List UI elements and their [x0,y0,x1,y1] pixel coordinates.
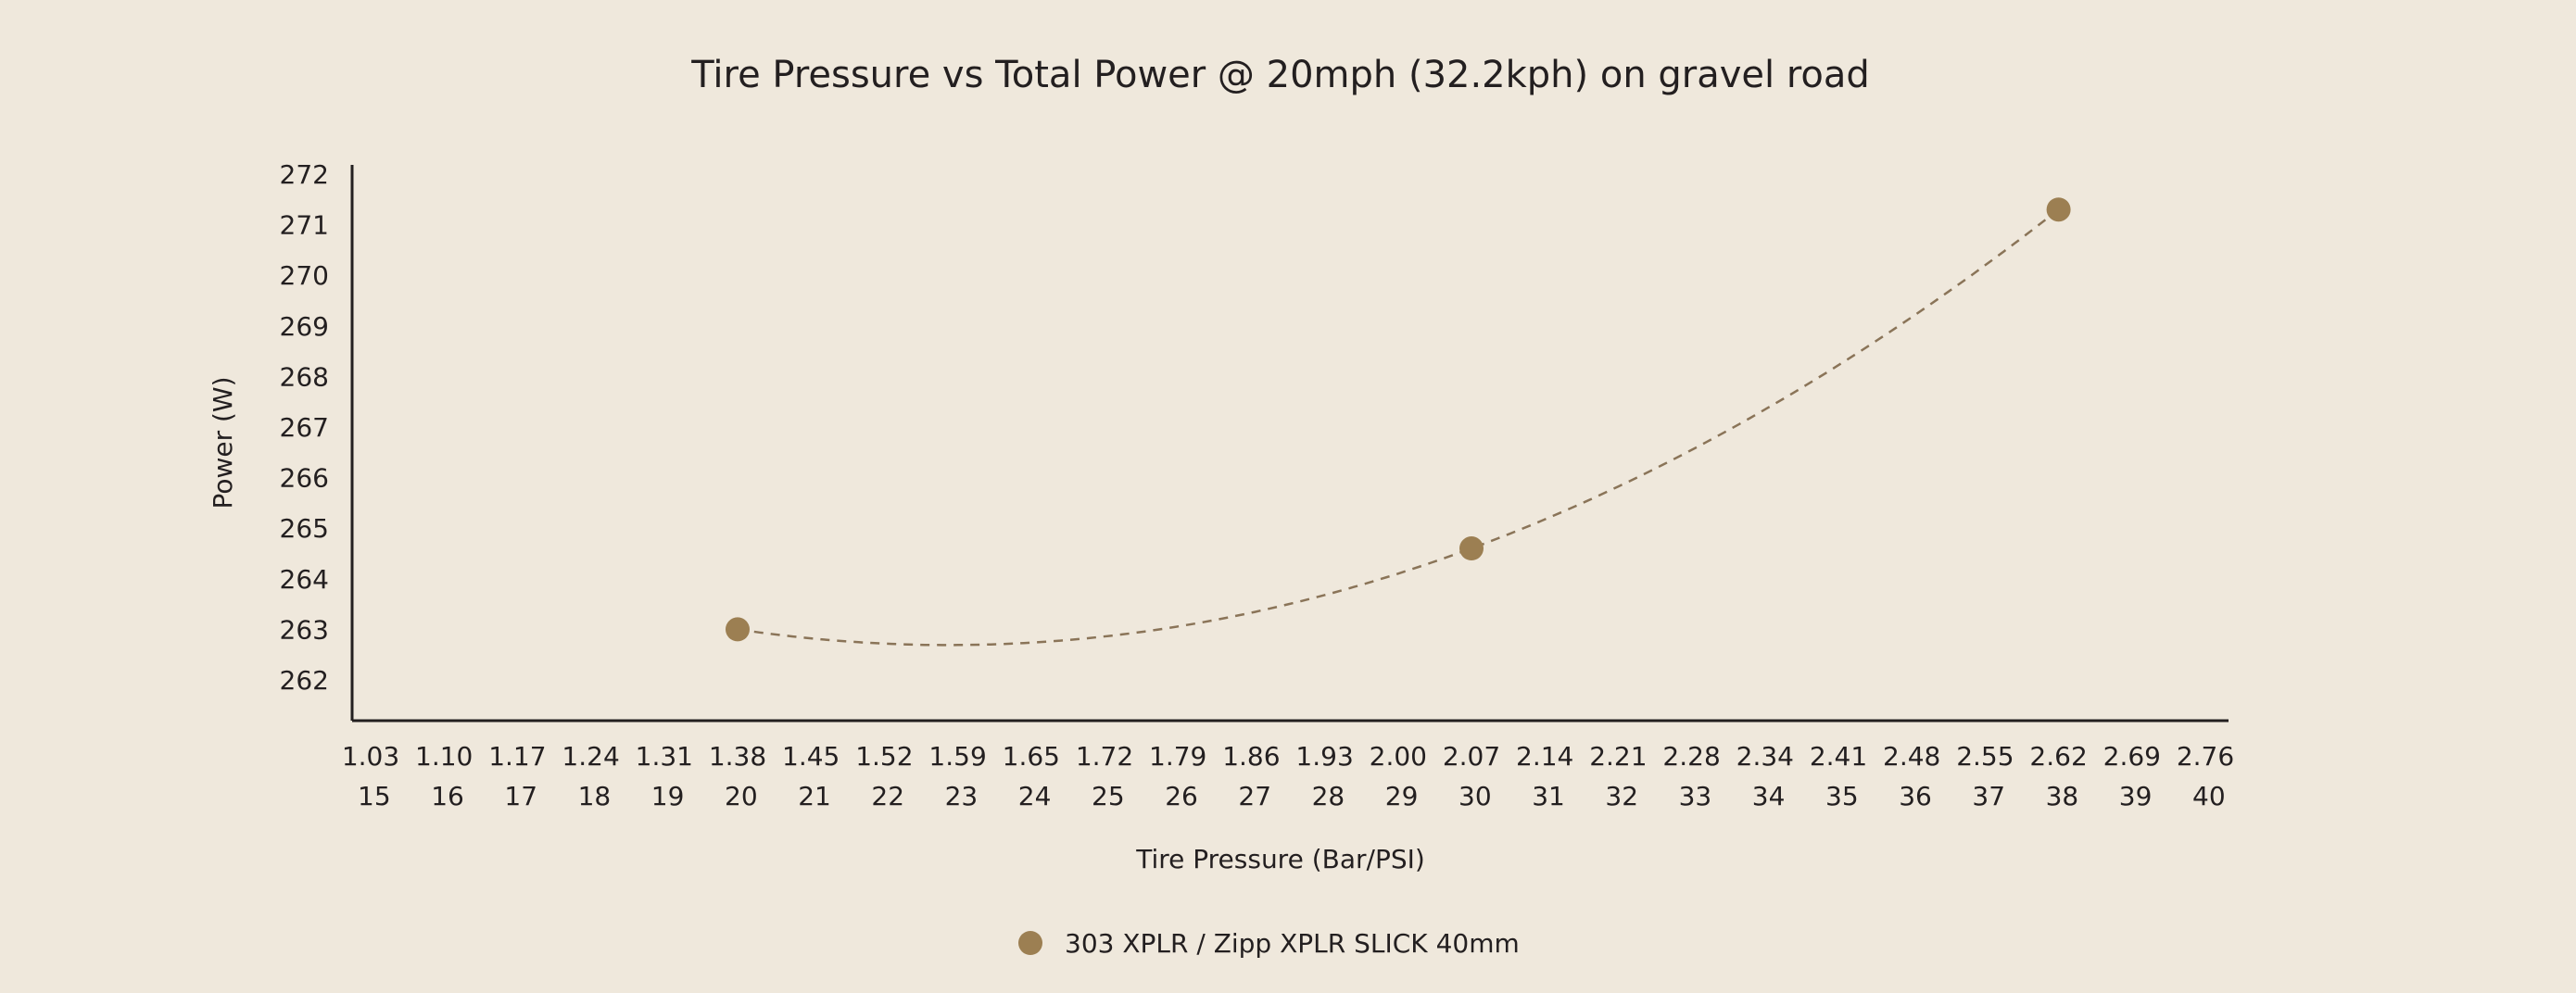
x-tick-label-psi: 35 [1825,781,1859,811]
x-tick-label-bar: 2.00 [1370,741,1427,772]
x-tick-label-psi: 36 [1899,781,1932,811]
x-tick-label-psi: 19 [651,781,685,811]
x-tick-label-bar: 2.28 [1662,741,1720,772]
x-tick-label-bar: 1.10 [415,741,473,772]
x-tick-label-psi: 23 [945,781,979,811]
x-tick-label-psi: 15 [358,781,391,811]
x-tick-label-psi: 30 [1458,781,1492,811]
x-tick-label-psi: 28 [1312,781,1345,811]
x-tick-label-psi: 32 [1605,781,1638,811]
x-tick-label-bar: 2.76 [2177,741,2234,772]
y-tick-label: 267 [280,412,329,443]
x-axis-title: Tire Pressure (Bar/PSI) [1135,844,1425,874]
y-tick-label: 271 [280,210,329,241]
x-tick-label-bar: 2.69 [2103,741,2161,772]
x-tick-label-bar: 2.48 [1883,741,1940,772]
x-tick-label-psi: 21 [798,781,831,811]
x-tick-label-bar: 1.45 [782,741,840,772]
x-tick-label-bar: 1.38 [709,741,766,772]
x-tick-label-psi: 17 [504,781,537,811]
x-tick-label-bar: 1.72 [1076,741,1133,772]
data-points [726,197,2071,642]
y-tick-label: 265 [280,513,329,544]
x-tick-label-bar: 1.03 [342,741,399,772]
x-tick-label-psi: 31 [1532,781,1565,811]
x-tick-label-bar: 1.79 [1149,741,1206,772]
x-tick-label-bar: 1.59 [928,741,986,772]
y-axis-title: Power (W) [208,376,238,509]
x-tick-label-bar: 2.55 [1956,741,2014,772]
y-tick-label: 266 [280,463,329,494]
chart-title: Tire Pressure vs Total Power @ 20mph (32… [690,54,1870,96]
x-tick-label-psi: 40 [2192,781,2226,811]
x-tick-label-bar: 2.62 [2029,741,2087,772]
x-tick-label-psi: 33 [1679,781,1712,811]
x-tick-label-psi: 38 [2046,781,2079,811]
x-tick-label-psi: 27 [1238,781,1271,811]
x-tick-label-bar: 1.24 [562,741,619,772]
y-tick-labels: 262 263 264 265 266 267 268 269 270 271 272 [280,159,329,696]
x-tick-label-psi: 16 [431,781,464,811]
data-point [2046,197,2071,222]
x-tick-label-bar: 1.65 [1003,741,1060,772]
y-tick-label: 270 [280,260,329,291]
y-tick-label: 262 [280,665,329,696]
x-tick-label-psi: 39 [2119,781,2153,811]
x-tick-label-psi: 18 [578,781,612,811]
y-axis-title-text: Power (W) [208,376,238,509]
x-tick-label-bar: 2.34 [1736,741,1794,772]
x-tick-label-psi: 25 [1092,781,1125,811]
x-tick-label-psi: 20 [725,781,758,811]
trendline-303-xplr [737,208,2060,647]
x-tick-label-psi: 22 [871,781,904,811]
x-tick-labels: 1.03 15 1.10 16 1.17 17 1.24 18 1.31 19 1.38 20 1.45… [342,741,2234,811]
axes [350,165,2229,723]
x-tick-label-psi: 24 [1018,781,1052,811]
x-tick-label-psi: 29 [1385,781,1419,811]
x-tick-label-bar: 1.17 [488,741,546,772]
data-point [1459,536,1484,561]
x-tick-label-psi: 34 [1752,781,1786,811]
y-tick-label: 272 [280,159,329,190]
legend-marker [1018,931,1042,955]
x-tick-label-bar: 2.07 [1443,741,1500,772]
y-tick-label: 263 [280,614,329,645]
x-tick-label-psi: 37 [1972,781,2005,811]
x-tick-label-bar: 2.21 [1589,741,1647,772]
x-tick-label-psi: 26 [1165,781,1198,811]
y-tick-label: 268 [280,361,329,392]
y-tick-label: 269 [280,311,329,342]
trendlines [737,208,2060,647]
x-tick-label-bar: 2.14 [1516,741,1573,772]
data-point [726,617,750,642]
x-tick-label-bar: 2.41 [1810,741,1867,772]
x-tick-label-bar: 1.31 [636,741,693,772]
legend-label: 303 XPLR / Zipp XPLR SLICK 40mm [1065,928,1520,959]
x-tick-label-bar: 1.93 [1295,741,1353,772]
x-tick-label-bar: 1.52 [855,741,913,772]
x-tick-label-bar: 1.86 [1222,741,1280,772]
y-tick-label: 264 [280,564,329,595]
legend: 303 XPLR / Zipp XPLR SLICK 40mm [1018,928,1520,959]
